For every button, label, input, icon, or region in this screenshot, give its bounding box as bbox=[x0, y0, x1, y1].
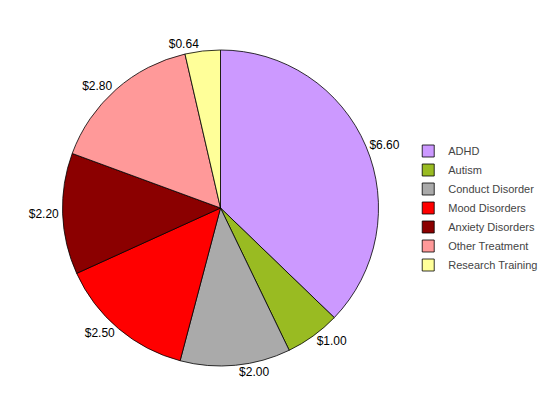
svg-text:$2.50: $2.50 bbox=[85, 326, 115, 340]
svg-text:ADHD: ADHD bbox=[448, 145, 479, 157]
svg-text:Research Training: Research Training bbox=[448, 259, 537, 271]
svg-text:Autism: Autism bbox=[448, 164, 482, 176]
svg-text:Conduct Disorder: Conduct Disorder bbox=[448, 183, 534, 195]
svg-text:$2.20: $2.20 bbox=[29, 207, 59, 221]
svg-text:$2.80: $2.80 bbox=[82, 79, 112, 93]
svg-text:$2.00: $2.00 bbox=[239, 365, 269, 379]
svg-text:$0.64: $0.64 bbox=[169, 37, 199, 51]
svg-text:Anxiety Disorders: Anxiety Disorders bbox=[448, 221, 535, 233]
svg-text:Mood Disorders: Mood Disorders bbox=[448, 202, 526, 214]
svg-text:Other Treatment: Other Treatment bbox=[448, 240, 528, 252]
svg-text:$1.00: $1.00 bbox=[317, 334, 347, 348]
svg-text:$6.60: $6.60 bbox=[369, 138, 399, 152]
